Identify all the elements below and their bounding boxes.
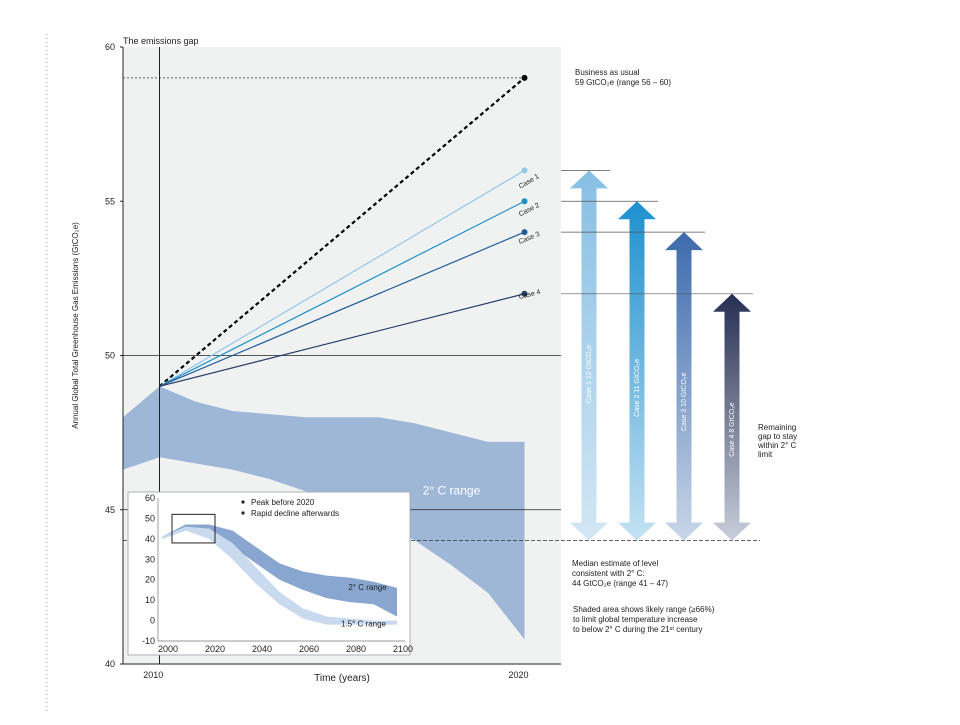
x-tick-label: 2010 (143, 670, 163, 680)
y-tick-label: 45 (105, 505, 115, 515)
series-endpoint-case-1 (521, 167, 528, 174)
series-endpoint-case-3 (521, 229, 528, 236)
gap-arrow-case-2 (618, 201, 656, 541)
inset-x-tick-label: 2100 (393, 644, 413, 654)
inset-band-two-degree (162, 524, 397, 617)
bau-annotation-line-2: 59 GtCO₂e (range 56 – 60) (575, 78, 671, 87)
inset-x-tick-label: 2020 (205, 644, 225, 654)
inset-x-tick-label: 2000 (158, 644, 178, 654)
y-tick-label: 60 (105, 42, 115, 52)
inset-label-one-point-five-degree: 1.5° C range (341, 620, 387, 629)
series-line-business-as-usual (158, 77, 526, 388)
y-tick-label: 55 (105, 196, 115, 206)
inset-legend-item-1: Peak before 2020 (251, 498, 315, 507)
two-degree-range-label: 2° C range (423, 483, 481, 497)
y-axis-label: Annual Global Total Greenhouse Gas Emiss… (71, 222, 80, 429)
gap-label-case-2: Case 2 11 GtCO₂e (634, 359, 641, 417)
inset-x-tick-label: 2080 (346, 644, 366, 654)
series-line-case-2 (159, 200, 525, 387)
inset-y-tick-label: 60 (145, 493, 155, 503)
shaded-area-annotation-line-1: Shaded area shows likely range (≥66%) (573, 605, 715, 614)
inset-peak-box (171, 513, 216, 544)
inset-y-tick-label: 20 (145, 575, 155, 585)
inset-legend-item-2: Rapid decline afterwards (251, 509, 339, 518)
series-line-case-4 (159, 293, 525, 387)
inset-panel (127, 491, 411, 656)
series-line-case-3 (159, 231, 525, 387)
gap-arrow-case-4 (713, 293, 751, 541)
series-endpoint-case-4 (521, 290, 528, 297)
y-tick-label: 40 (105, 659, 115, 669)
series-line-case-1 (159, 169, 525, 387)
gap-label-case-1: Case 1 12 GtCO₂e (586, 345, 593, 403)
inset-y-tick-label: -10 (142, 636, 155, 646)
inset-label-two-degree: 2° C range (348, 583, 387, 592)
remaining-gap-annotation-line-4: limit (758, 450, 773, 459)
gap-label-case-4: Case 4 8 GtCO₂e (729, 402, 736, 457)
inset-legend-bullet (241, 500, 245, 504)
remaining-gap-annotation-line-3: within 2° C (757, 441, 797, 450)
y-tick-label: 50 (105, 351, 115, 361)
median-annotation-line-2: consistent with 2° C: (572, 569, 645, 578)
inset-y-tick-label: 10 (145, 595, 155, 605)
x-axis-label: Time (years) (314, 673, 370, 684)
median-annotation-line-3: 44 GtCO₂e (range 41 – 47) (572, 579, 668, 588)
inset-x-tick-label: 2060 (299, 644, 319, 654)
gap-label-case-3: Case 3 10 GtCO₂e (681, 372, 688, 430)
bau-annotation-line-1: Business as usual (575, 68, 640, 77)
shaded-area-annotation-line-2: to limit global temperature increase (573, 615, 698, 624)
inset-y-tick-label: 30 (145, 554, 155, 564)
remaining-gap-annotation-line-2: gap to stay (758, 432, 797, 441)
shaded-area-annotation-line-3: to below 2° C during the 21ˢᵗ century (573, 625, 703, 634)
series-endpoint-business-as-usual (521, 74, 528, 81)
remaining-gap-annotation-line-1: Remaining (758, 423, 796, 432)
chart-title: The emissions gap (123, 36, 199, 46)
inset-legend-bullet (241, 511, 245, 515)
median-annotation-line-1: Median estimate of level (572, 559, 658, 568)
inset-y-tick-label: 0 (150, 616, 155, 626)
inset-y-tick-label: 50 (145, 513, 155, 523)
gap-arrow-case-3 (665, 232, 703, 541)
series-endpoint-case-2 (521, 198, 528, 205)
x-tick-label: 2020 (508, 670, 528, 680)
inset-x-tick-label: 2040 (252, 644, 272, 654)
inset-y-tick-label: 40 (145, 534, 155, 544)
gap-arrow-case-1 (570, 170, 608, 541)
two-degree-range-band (123, 386, 525, 640)
